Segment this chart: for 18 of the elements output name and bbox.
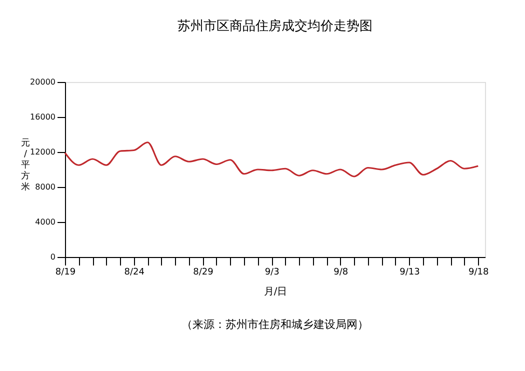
x-tick-label: 8/19 (55, 268, 76, 278)
line-series (64, 142, 479, 178)
x-tick-label: 9/8 (334, 268, 348, 278)
x-axis-title: 月/日 (264, 286, 288, 298)
chart-title: 苏州市区商品住房成交均价走势图 (178, 18, 372, 34)
text: （来源：苏州市住房和城乡建设局网） (182, 318, 368, 331)
x-tick-label: 8/29 (193, 268, 214, 278)
y-tick-label: 0 (50, 252, 56, 262)
y-tick-label: 4000 (35, 218, 56, 226)
y-tick-label: 12000 (30, 148, 56, 156)
y-tick-label: 8000 (35, 182, 56, 192)
y-tick-label: 20000 (30, 78, 56, 86)
x-tick-label: 9/18 (468, 268, 489, 278)
x-tick-label: 8/24 (124, 268, 145, 278)
y-axis-title: 元/平方米 (21, 138, 30, 192)
x-tick-label: 9/13 (400, 268, 420, 278)
y-tick-label: 16000 (30, 112, 56, 122)
x-tick-label: 9/3 (264, 268, 280, 278)
